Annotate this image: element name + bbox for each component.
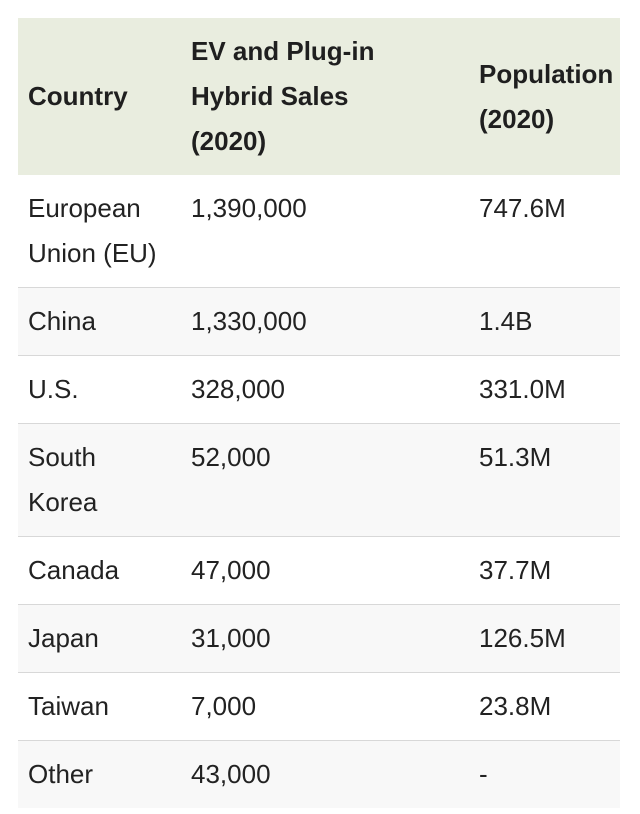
- sales-cell: 1,390,000: [191, 193, 307, 223]
- ev-sales-table: Country EV and Plug-in Hybrid Sales (202…: [18, 18, 620, 808]
- country-line: South: [28, 442, 96, 472]
- country-cell: U.S.: [18, 356, 181, 424]
- population-cell: 37.7M: [479, 555, 552, 585]
- country-line: Japan: [28, 623, 99, 653]
- country-line: Other: [28, 759, 94, 789]
- header-ev-sales-line: EV and Plug-in: [191, 36, 375, 66]
- table-header-row: Country EV and Plug-in Hybrid Sales (202…: [18, 18, 620, 175]
- sales-cell: 47,000: [191, 555, 271, 585]
- country-cell: Japan: [18, 605, 181, 673]
- header-population-line: Population: [479, 58, 614, 89]
- population-cell: 331.0M: [479, 374, 566, 404]
- sales-cell: 7,000: [191, 691, 257, 721]
- header-population-line: (2020): [479, 103, 555, 134]
- population-cell: 51.3M: [479, 442, 552, 472]
- header-ev-sales-line: Hybrid Sales: [191, 81, 349, 111]
- table-row: Taiwan 7,000 23.8M: [18, 673, 620, 741]
- country-line: China: [28, 306, 96, 336]
- header-ev-sales-line: (2020): [191, 126, 267, 156]
- country-cell: Taiwan: [18, 673, 181, 741]
- country-line: U.S.: [28, 374, 79, 404]
- table-row: Japan 31,000 126.5M: [18, 604, 620, 673]
- table-row: South Korea 52,000 51.3M: [18, 423, 620, 537]
- sales-cell: 43,000: [191, 759, 271, 789]
- table-row: European Union (EU) 1,390,000 747.6M: [18, 175, 620, 288]
- header-population: Population (2020): [467, 18, 620, 175]
- country-line: Canada: [28, 555, 120, 585]
- country-cell: China: [18, 288, 181, 356]
- sales-cell: 31,000: [191, 623, 271, 653]
- population-cell: 1.4B: [479, 306, 533, 336]
- table-row: Canada 47,000 37.7M: [18, 537, 620, 605]
- country-cell: European Union (EU): [18, 175, 181, 288]
- country-line: European: [28, 193, 141, 223]
- population-cell: 23.8M: [479, 691, 552, 721]
- header-ev-sales: EV and Plug-in Hybrid Sales (2020): [181, 18, 467, 175]
- header-country: Country: [18, 18, 181, 175]
- table-row: China 1,330,000 1.4B: [18, 287, 620, 356]
- country-line: Korea: [28, 487, 98, 517]
- sales-cell: 1,330,000: [191, 306, 307, 336]
- ev-sales-table-container: Country EV and Plug-in Hybrid Sales (202…: [18, 18, 620, 808]
- sales-cell: 52,000: [191, 442, 271, 472]
- sales-cell: 328,000: [191, 374, 285, 404]
- country-line: Union (EU): [28, 238, 157, 268]
- table-row: U.S. 328,000 331.0M: [18, 356, 620, 424]
- population-cell: 126.5M: [479, 623, 566, 653]
- population-cell: 747.6M: [479, 193, 566, 223]
- table-row: Other 43,000 -: [18, 740, 620, 809]
- country-cell: Canada: [18, 537, 181, 605]
- header-country-line: Country: [28, 81, 128, 111]
- population-cell: -: [479, 759, 488, 789]
- country-cell: South Korea: [18, 424, 181, 537]
- country-line: Taiwan: [28, 691, 109, 721]
- country-cell: Other: [18, 741, 181, 809]
